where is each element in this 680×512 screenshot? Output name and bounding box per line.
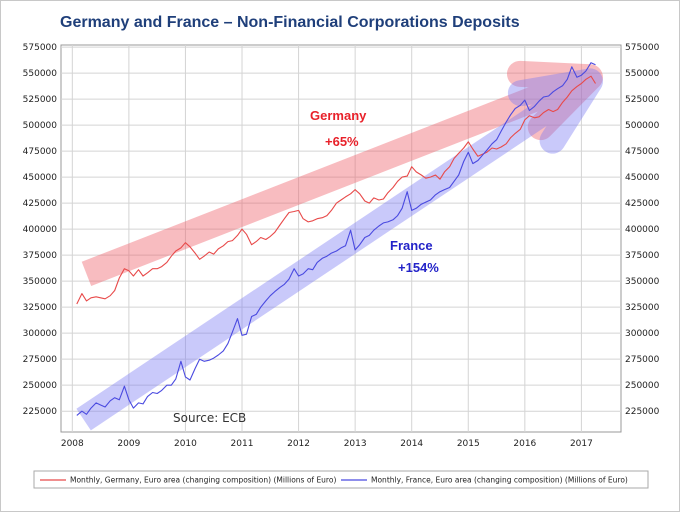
annotation-2: France — [390, 238, 433, 253]
y-tick-label-right: 300000 — [625, 329, 660, 339]
annotation-3: +154% — [398, 260, 439, 275]
y-tick-label-left: 475000 — [23, 147, 58, 157]
x-tick-label: 2015 — [457, 439, 480, 449]
y-tick-label-right: 425000 — [625, 199, 660, 209]
y-tick-label-right: 400000 — [625, 225, 660, 235]
x-tick-label: 2017 — [570, 439, 593, 449]
y-tick-label-right: 325000 — [625, 303, 660, 313]
source-note: Source: ECB — [173, 411, 246, 425]
annotation-0: Germany — [310, 108, 367, 123]
y-tick-label-left: 375000 — [23, 251, 58, 261]
series-line-germany — [76, 75, 596, 305]
annotations: Germany +65% France +154% — [310, 108, 439, 275]
y-tick-label-right: 525000 — [625, 95, 660, 105]
annotation-1: +65% — [325, 134, 359, 149]
legend-entry: Monthly, France, Euro area (changing com… — [371, 476, 628, 485]
x-tick-label: 2008 — [61, 439, 84, 449]
y-tick-label-right: 225000 — [625, 407, 660, 417]
x-tick-label: 2012 — [287, 439, 310, 449]
y-tick-label-right: 550000 — [625, 69, 660, 79]
y-tick-label-left: 500000 — [23, 121, 58, 131]
legend-entry: Monthly, Germany, Euro area (changing co… — [70, 476, 336, 485]
gridlines — [61, 45, 621, 432]
y-tick-label-left: 300000 — [23, 329, 58, 339]
trend-arrows — [76, 60, 603, 431]
y-tick-label-left: 525000 — [23, 95, 58, 105]
y-tick-label-right: 250000 — [625, 381, 660, 391]
y-tick-label-right: 450000 — [625, 173, 660, 183]
y-tick-label-right: 500000 — [625, 121, 660, 131]
y-tick-label-left: 400000 — [23, 225, 58, 235]
y-tick-label-right: 350000 — [625, 277, 660, 287]
y-tick-label-left: 325000 — [23, 303, 58, 313]
y-tick-label-left: 225000 — [23, 407, 58, 417]
y-tick-label-right: 575000 — [625, 43, 660, 53]
x-tick-label: 2009 — [117, 439, 140, 449]
chart-title: Germany and France – Non-Financial Corpo… — [60, 14, 520, 31]
series-line-france — [76, 62, 596, 416]
y-tick-label-left: 275000 — [23, 355, 58, 365]
y-tick-label-left: 350000 — [23, 277, 58, 287]
y-tick-label-left: 425000 — [23, 199, 58, 209]
y-tick-label-left: 575000 — [23, 43, 58, 53]
series-lines — [76, 62, 596, 416]
y-tick-label-left: 250000 — [23, 381, 58, 391]
x-tick-label: 2010 — [174, 439, 197, 449]
legend: Monthly, Germany, Euro area (changing co… — [40, 476, 628, 485]
axis-tick-labels: 225000 225000 250000 250000 275000 275000 3000… — [23, 43, 660, 449]
y-tick-label-left: 550000 — [23, 69, 58, 79]
x-tick-label: 2014 — [400, 439, 423, 449]
x-tick-label: 2013 — [344, 439, 367, 449]
y-tick-label-left: 450000 — [23, 173, 58, 183]
x-tick-label: 2011 — [231, 439, 254, 449]
y-tick-label-right: 275000 — [625, 355, 660, 365]
y-tick-label-right: 475000 — [625, 147, 660, 157]
x-tick-label: 2016 — [513, 439, 536, 449]
y-tick-label-right: 375000 — [625, 251, 660, 261]
plot-area — [60, 44, 622, 433]
